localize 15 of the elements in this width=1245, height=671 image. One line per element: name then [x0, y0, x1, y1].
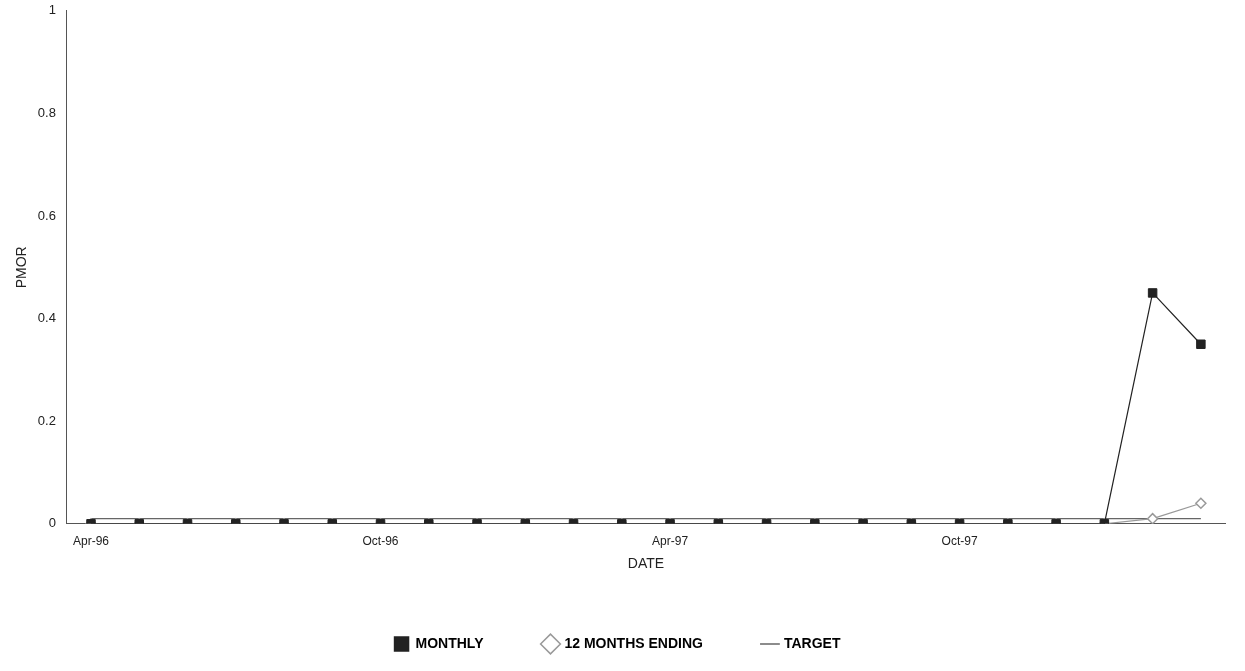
- legend-label: MONTHLY: [415, 634, 485, 651]
- x-tick-label: Apr-97: [652, 534, 689, 549]
- y-tick-label: 0.4: [37, 310, 56, 326]
- y-tick-label: 0.8: [37, 104, 56, 120]
- legend-label: TARGET: [783, 634, 841, 651]
- x-tick-label: Oct-96: [362, 534, 399, 549]
- y-tick-label: 1: [48, 2, 56, 18]
- y-tick-label: 0: [48, 515, 56, 531]
- y-axis-title: PMOR: [13, 246, 30, 289]
- y-tick-label: 0.6: [37, 207, 56, 223]
- x-tick-label: Apr-96: [72, 534, 110, 549]
- x-tick-label: Oct-97: [941, 534, 978, 549]
- x-axis-title: DATE: [627, 555, 665, 572]
- legend-label: 12 MONTHS ENDING: [564, 634, 704, 651]
- y-tick-label: 0.2: [37, 412, 56, 428]
